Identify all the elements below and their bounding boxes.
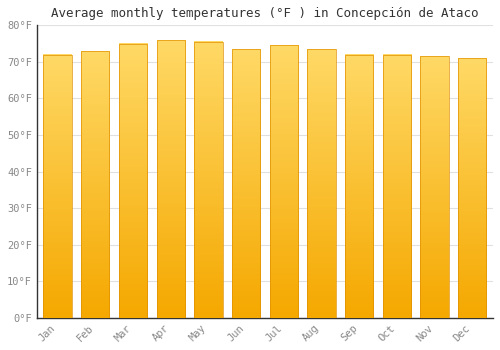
- Title: Average monthly temperatures (°F ) in Concepción de Ataco: Average monthly temperatures (°F ) in Co…: [51, 7, 478, 20]
- Bar: [119, 43, 147, 318]
- Bar: [270, 46, 298, 318]
- Bar: [232, 49, 260, 318]
- Bar: [420, 56, 449, 318]
- Bar: [345, 55, 374, 318]
- Bar: [194, 42, 222, 318]
- Bar: [81, 51, 110, 318]
- Bar: [308, 49, 336, 318]
- Bar: [458, 58, 486, 318]
- Bar: [383, 55, 411, 318]
- Bar: [44, 55, 72, 318]
- Bar: [156, 40, 185, 318]
